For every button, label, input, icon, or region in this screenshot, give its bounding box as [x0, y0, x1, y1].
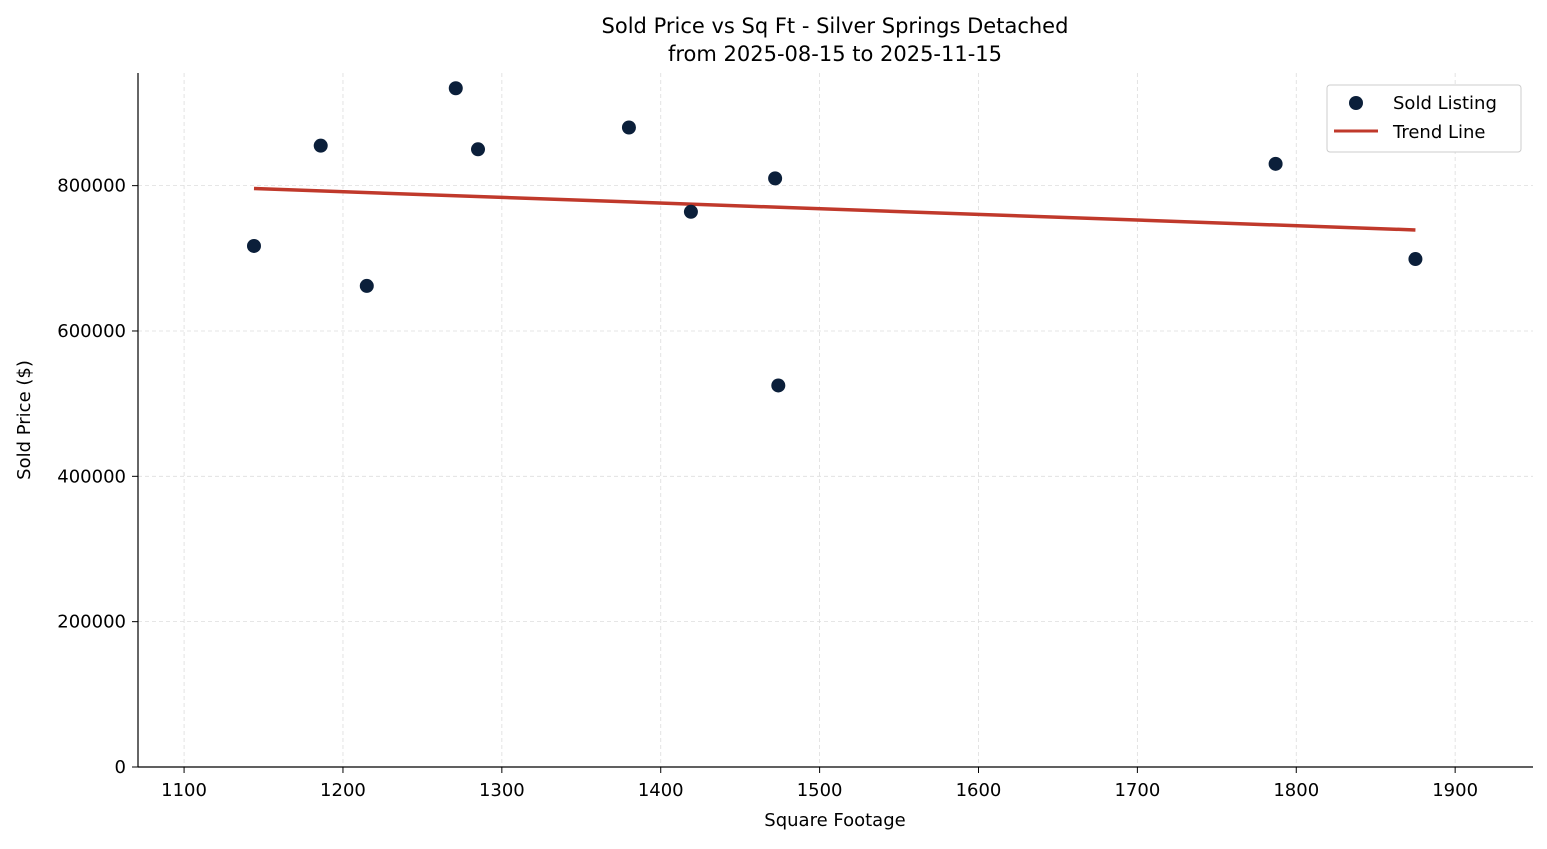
x-tick-label: 1200 — [320, 780, 366, 801]
data-point — [1268, 156, 1283, 171]
x-tick-label: 1100 — [161, 780, 207, 801]
legend-marker-sold-listing — [1349, 96, 1363, 110]
trend-line — [253, 186, 1416, 232]
legend-label-trend-line: Trend Line — [1392, 122, 1486, 143]
legend-box — [1326, 84, 1522, 153]
x-tick-label: 1400 — [638, 780, 684, 801]
data-point — [313, 138, 328, 153]
data-point — [448, 81, 463, 96]
chart-subtitle: from 2025-08-15 to 2025-11-15 — [668, 42, 1002, 66]
legend: Sold Listing Trend Line — [1326, 84, 1522, 153]
x-tick-label: 1700 — [1114, 780, 1160, 801]
legend-label-sold-listing: Sold Listing — [1393, 93, 1497, 114]
y-tick-label: 800000 — [57, 176, 126, 197]
data-point — [621, 120, 636, 135]
data-point — [768, 171, 783, 186]
points-layer — [246, 81, 1423, 393]
x-ticks: 1100 1200 1300 1400 1500 1600 1700 1800 1900 — [161, 767, 1478, 801]
data-point — [246, 238, 261, 253]
data-point — [771, 378, 786, 393]
data-point — [683, 204, 698, 219]
y-tick-label: 400000 — [57, 466, 126, 487]
grid — [138, 73, 1533, 768]
x-tick-label: 1900 — [1432, 780, 1478, 801]
data-point — [359, 278, 374, 293]
x-tick-label: 1500 — [797, 780, 843, 801]
data-point — [471, 142, 486, 157]
data-point — [1408, 252, 1423, 267]
trend-line-layer — [253, 186, 1416, 232]
y-tick-label: 200000 — [57, 612, 126, 633]
chart-title: Sold Price vs Sq Ft - Silver Springs Det… — [602, 14, 1069, 38]
y-ticks: 0 200000 400000 600000 800000 — [57, 176, 138, 778]
y-tick-label: 600000 — [57, 321, 126, 342]
x-axis-label: Square Footage — [764, 810, 905, 831]
x-tick-label: 1800 — [1273, 780, 1319, 801]
x-tick-label: 1300 — [479, 780, 525, 801]
x-tick-label: 1600 — [956, 780, 1002, 801]
y-axis-label: Sold Price ($) — [14, 360, 35, 480]
y-tick-label: 0 — [115, 757, 126, 778]
